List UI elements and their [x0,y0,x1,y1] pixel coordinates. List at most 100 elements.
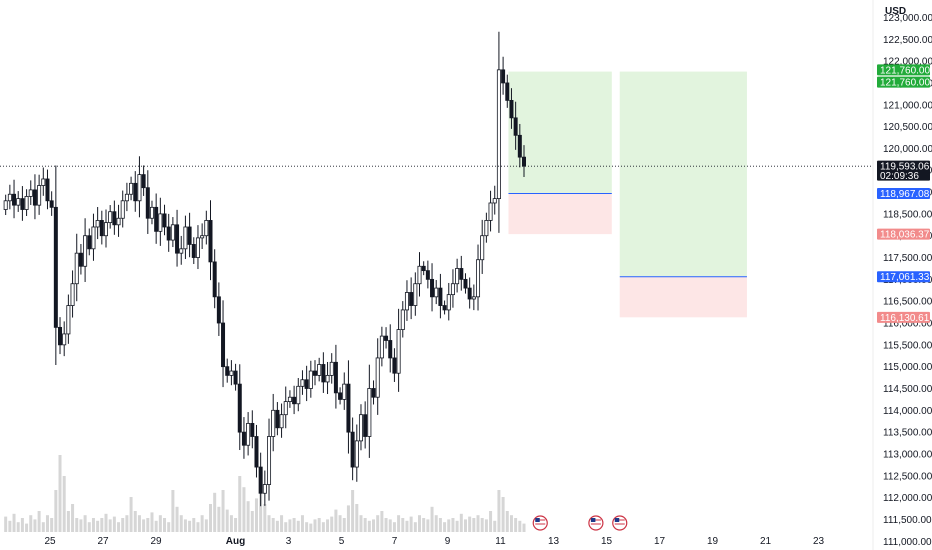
candle-down [191,244,196,258]
volume-bar [413,522,417,532]
candle-down [388,340,393,359]
candle-down [522,156,527,167]
volume-bar [50,518,54,532]
volume-bar [455,520,459,532]
volume-bar [158,515,162,532]
volume-bar [388,519,392,532]
volume-bar [418,515,421,532]
candle-down [254,436,259,468]
volume-bar [401,518,405,532]
volume-bar [171,490,175,532]
candle-down [133,182,138,202]
candle-up [37,185,42,206]
volume-bar [54,490,58,532]
volume-bar [351,490,355,532]
volume-bar [443,522,447,532]
volume-bar [150,512,154,532]
candle-up [83,235,88,267]
volume-bar [117,522,121,532]
price-tick-label: 117,500.00 [883,253,932,264]
time-axis[interactable]: 25 27 29 Aug 3 5 7 9 11 13 15 17 19 21 23 [44,536,824,547]
volume-bar [16,522,20,532]
candle-down [233,370,238,385]
svg-text:116,130.61: 116,130.61 [880,313,930,324]
candle-down [505,82,510,101]
candle-up [149,206,154,219]
volume-bar [188,520,192,532]
candle-down [53,206,58,328]
candle-down [333,361,338,394]
volume-bar [313,519,317,532]
volume-bar [133,511,137,532]
volume-bar [263,504,267,532]
candle-up [471,296,476,300]
candle-down [87,235,92,250]
candle-up [296,385,301,405]
price-tick-label: 116,500.00 [883,297,932,308]
time-tick-label: 27 [97,536,109,547]
candle-up [367,388,372,437]
price-tick-label: 122,500.00 [883,35,932,46]
candle-down [438,287,443,306]
volume-bar [476,515,480,532]
volume-bar [359,515,363,532]
candle-up [396,329,401,374]
candle-up [28,189,33,197]
candle-up [446,294,451,311]
target-zone-2 [619,71,747,277]
candle-down [241,431,246,446]
event-flag-icon[interactable] [532,515,548,531]
candle-up [271,409,276,437]
candle-down [208,220,213,263]
volume-bar [463,519,467,532]
volume-bar [518,520,522,532]
volume-bar [489,511,493,532]
volume-bar [296,520,300,532]
stop-zone-2 [619,276,747,318]
volume-bar [41,522,45,532]
candles-layer [3,31,527,507]
volume-bar [4,516,8,532]
volume-bar [271,518,275,532]
candle-up [70,283,75,306]
volume-bar [58,455,62,532]
volume-bar [305,522,309,532]
volume-bar [342,518,346,532]
price-tick-label: 111,000.00 [883,537,932,548]
volume-bar [501,497,505,532]
price-tick-label: 112,000.00 [883,493,932,504]
time-tick-label: 23 [813,536,825,547]
event-flag-icon[interactable] [588,515,604,531]
candle-up [300,379,305,387]
candle-up [342,383,347,400]
event-flag-icon[interactable] [612,515,628,531]
volume-bar [66,511,70,532]
price-tick-label: 120,500.00 [883,122,932,133]
candle-up [62,333,67,346]
candle-down [442,305,447,311]
volume-bar [380,511,384,532]
candle-down [45,178,50,202]
candle-up [204,220,209,237]
volume-bar [409,516,413,532]
volume-bar [326,519,330,532]
volume-bar [8,520,12,532]
candle-down [12,193,17,206]
time-tick-label: 13 [548,536,560,547]
candle-up [116,217,121,226]
candle-up [262,484,267,494]
price-tick-label: 123,000.00 [883,13,932,24]
candle-up [308,370,313,389]
volume-bar [300,515,304,532]
price-tick-label: 120,000.00 [883,144,932,155]
candle-up [279,414,284,429]
candle-down [212,261,217,298]
candle-down [513,117,518,136]
price-tick-label: 122,000.00 [883,57,932,68]
position-zones-layer [508,71,747,318]
svg-text:118,036.37: 118,036.37 [880,230,930,241]
candle-up [480,235,485,261]
candle-up [287,396,292,402]
